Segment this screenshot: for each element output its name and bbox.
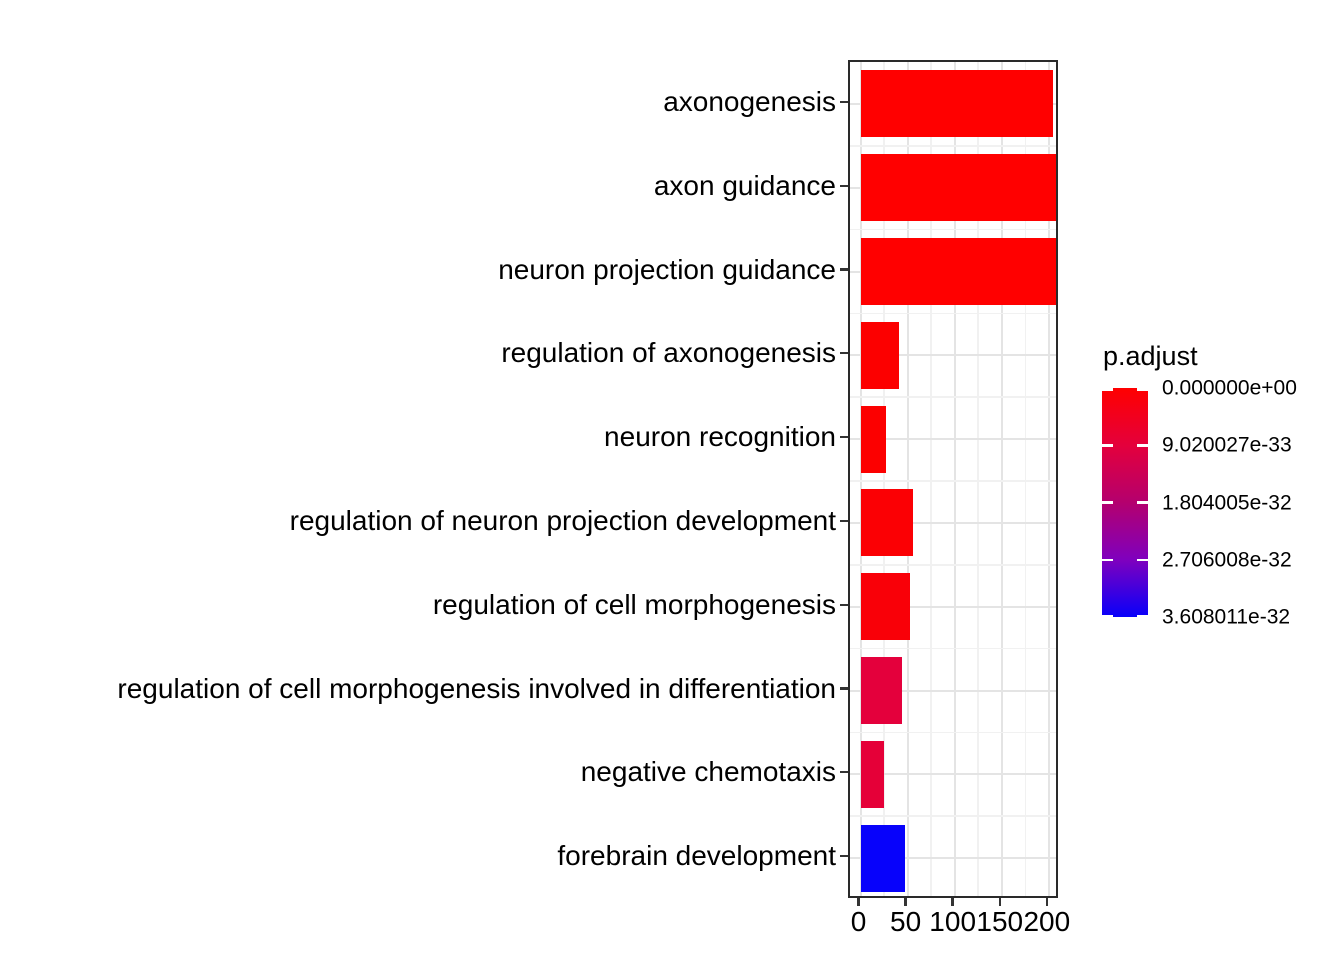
gridline-y-major	[850, 354, 1056, 357]
bar-9	[860, 824, 905, 892]
y-axis-label: forebrain development	[557, 840, 836, 872]
y-axis-tick	[840, 435, 848, 439]
x-axis-tick	[904, 898, 907, 906]
gridline-x-major	[859, 62, 862, 896]
y-axis-tick	[840, 771, 848, 774]
y-axis-tick	[840, 184, 848, 187]
gridline-y-minor	[850, 815, 1056, 817]
x-axis-tick-label: 100	[929, 906, 977, 937]
gridline-y-minor	[850, 312, 1056, 315]
y-axis-label: neuron recognition	[604, 421, 836, 453]
bar-1	[860, 154, 1056, 222]
y-axis-label: regulation of cell morphogenesis involve…	[117, 672, 836, 704]
bar-4	[860, 405, 886, 473]
gridline-x-minor	[930, 62, 932, 896]
x-axis-tick-label: 50	[890, 906, 922, 937]
legend-tick-label: 1.804005e-32	[1162, 491, 1292, 514]
bar-0	[860, 70, 1053, 138]
legend-tick	[1102, 444, 1113, 447]
x-axis-tick	[857, 898, 860, 906]
gridline-x-minor	[883, 62, 885, 896]
legend-tick	[1102, 558, 1113, 561]
gridline-y-minor	[850, 480, 1056, 482]
legend-title: p.adjust	[1103, 341, 1198, 371]
y-axis-label: regulation of cell morphogenesis	[432, 588, 836, 620]
y-axis-tick	[840, 352, 848, 355]
bar-5	[860, 489, 914, 557]
gridline-x-major	[953, 62, 956, 896]
bar-6	[860, 573, 911, 641]
y-axis-tick	[840, 854, 848, 858]
y-axis-label: axonogenesis	[663, 85, 836, 117]
legend-tick	[1102, 501, 1113, 504]
x-axis-tick-label: 200	[1023, 906, 1071, 937]
y-axis-tick	[840, 519, 848, 523]
x-axis-tick	[998, 898, 1001, 906]
gridline-y-major	[850, 857, 1056, 860]
gridline-y-minor	[850, 564, 1056, 566]
y-axis-tick	[840, 100, 848, 104]
gridline-y-minor	[850, 396, 1056, 398]
legend-tick	[1102, 388, 1113, 391]
gridline-x-minor	[977, 62, 979, 896]
legend-tick-label: 0.000000e+00	[1162, 376, 1297, 400]
y-axis-label: axon guidance	[653, 169, 836, 201]
y-axis-label: negative chemotaxis	[580, 756, 836, 788]
gridline-y-minor	[850, 145, 1056, 147]
legend-tick-label: 9.020027e-33	[1162, 433, 1292, 457]
gridline-x-major	[1047, 62, 1050, 896]
x-axis-tick-label: 150	[976, 906, 1024, 937]
gridline-y-major	[850, 521, 1056, 524]
gridline-y-major	[850, 773, 1056, 776]
bar-8	[860, 740, 885, 808]
legend-tick	[1137, 501, 1148, 504]
legend-tick	[1137, 614, 1148, 617]
y-axis-tick	[840, 687, 848, 690]
y-axis-label: regulation of axonogenesis	[501, 337, 836, 369]
legend-tick-label: 3.608011e-32	[1162, 605, 1291, 629]
gridline-x-major	[906, 62, 909, 896]
y-axis-label: neuron projection guidance	[498, 253, 836, 285]
bar-7	[860, 657, 902, 724]
gridline-y-minor	[850, 731, 1056, 734]
legend-tick-label: 2.706008e-32	[1162, 548, 1292, 572]
gridline-y-major	[850, 605, 1056, 608]
gridline-y-major	[850, 438, 1056, 441]
x-axis-tick	[1045, 898, 1048, 906]
gridline-y-minor	[850, 228, 1056, 231]
gridline-y-major	[850, 689, 1056, 692]
legend-tick	[1102, 614, 1113, 617]
plot-panel	[848, 60, 1058, 898]
bar-2	[860, 238, 1056, 305]
gridline-x-minor	[1024, 62, 1027, 896]
legend-tick	[1137, 558, 1148, 561]
gridline-y-minor	[850, 647, 1056, 650]
legend-tick	[1137, 444, 1148, 447]
x-axis-tick	[951, 898, 954, 906]
y-axis-label: regulation of neuron projection developm…	[289, 504, 836, 536]
gridline-x-major	[1000, 62, 1003, 896]
x-axis-tick-label: 0	[850, 906, 867, 937]
bar-3	[860, 321, 900, 389]
y-axis-tick	[840, 603, 848, 606]
legend-tick	[1137, 388, 1148, 391]
y-axis-tick	[840, 268, 848, 271]
